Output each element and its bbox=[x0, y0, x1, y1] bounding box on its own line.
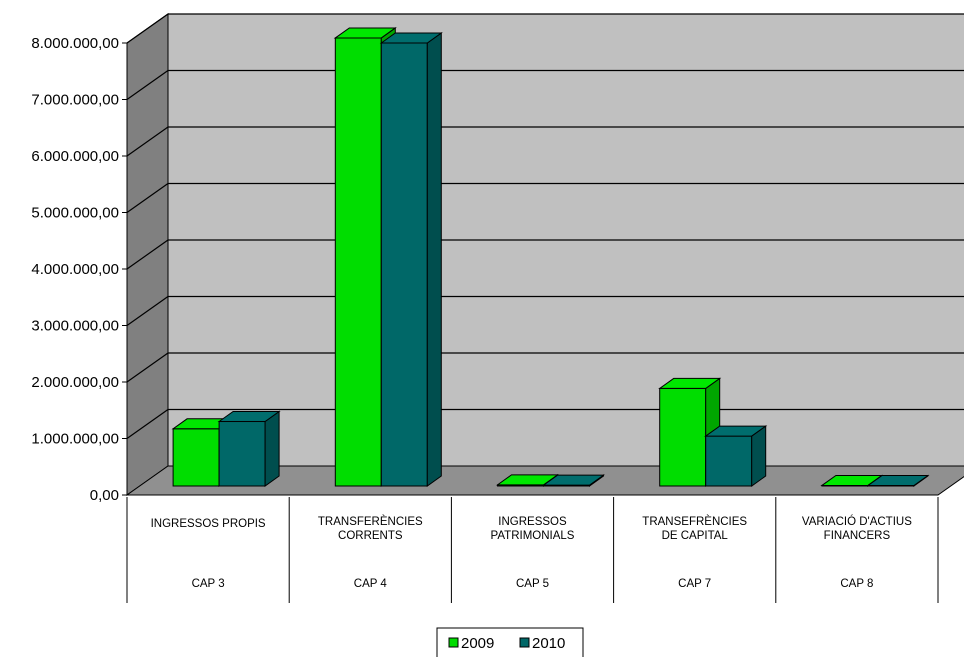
bar-front-face bbox=[172, 428, 220, 487]
gridline bbox=[126, 126, 964, 157]
bar-top-face bbox=[333, 27, 397, 39]
legend-swatch-2009 bbox=[448, 637, 459, 648]
y-tick-label: 1.000.000,00 bbox=[31, 431, 119, 448]
gridline bbox=[126, 295, 964, 326]
legend-box bbox=[436, 627, 584, 657]
category-label: DE CAPITAL bbox=[662, 530, 729, 542]
gridline bbox=[126, 13, 964, 44]
bar-side-face bbox=[426, 32, 442, 487]
bar-top-face bbox=[866, 475, 930, 487]
bar-front-face bbox=[380, 42, 428, 487]
y-tick-label: 5.000.000,00 bbox=[31, 205, 119, 222]
bar-front-face bbox=[659, 387, 707, 487]
bar-front-face bbox=[705, 435, 753, 487]
bar-front-face bbox=[218, 421, 266, 487]
legend-label-2009: 2009 bbox=[461, 635, 494, 652]
category-label: PATRIMONIALS bbox=[491, 530, 575, 542]
bars bbox=[171, 26, 930, 487]
bar-top-face bbox=[541, 474, 606, 486]
bar-top-face bbox=[217, 411, 281, 423]
category-label: TRANSEFRÈNCIES bbox=[642, 515, 747, 528]
y-tick-label: 4.000.000,00 bbox=[31, 261, 119, 278]
bar-top-face bbox=[658, 377, 722, 389]
y-axis: 0,00 1.000.000,00 2.000.000,00 3.000.000,00… bbox=[31, 35, 128, 504]
legend-swatch-2010 bbox=[519, 637, 530, 648]
bar-2010-4 bbox=[704, 425, 768, 487]
bar-front-face bbox=[334, 37, 382, 487]
bar-2010-3 bbox=[541, 474, 606, 487]
category-label: VARIACIÓ D'ACTIUS bbox=[802, 515, 912, 528]
legend-label-2010: 2010 bbox=[532, 635, 565, 652]
y-tick-label: 7.000.000,00 bbox=[31, 92, 119, 109]
category-group-label: CAP 3 bbox=[192, 578, 225, 590]
gridline bbox=[126, 239, 964, 270]
category-label: TRANSFERÈNCIES bbox=[318, 515, 423, 528]
gridline bbox=[126, 69, 964, 100]
y-tick-label: 2.000.000,00 bbox=[31, 374, 119, 391]
bar-top-face bbox=[704, 425, 768, 437]
category-group-label: CAP 7 bbox=[678, 578, 711, 590]
gridline bbox=[126, 182, 964, 213]
category-label: INGRESSOS PROPIS bbox=[151, 518, 266, 530]
category-label: CORRENTS bbox=[338, 530, 403, 542]
legend: 2009 2010 bbox=[436, 627, 584, 657]
category-group-label: CAP 4 bbox=[354, 578, 388, 590]
gridline bbox=[126, 352, 964, 383]
y-tick-label: 6.000.000,00 bbox=[31, 148, 119, 165]
y-tick-label: 0,00 bbox=[90, 487, 119, 504]
bar-2010-5 bbox=[866, 474, 930, 487]
category-group-label: CAP 5 bbox=[516, 578, 549, 590]
x-axis: INGRESSOS PROPIS CAP 3 TRANSFERÈNCIES CORRE… bbox=[126, 497, 939, 603]
category-group-label: CAP 8 bbox=[840, 578, 873, 590]
bar-side-face bbox=[264, 410, 280, 487]
category-label: FINANCERS bbox=[824, 530, 891, 542]
category-label: INGRESSOS bbox=[498, 516, 567, 528]
y-tick-label: 8.000.000,00 bbox=[31, 35, 119, 52]
y-tick-label: 3.000.000,00 bbox=[31, 318, 119, 335]
bar-2010-1 bbox=[217, 410, 281, 487]
bar-2010-2 bbox=[379, 32, 443, 487]
bar-top-face bbox=[379, 32, 443, 44]
